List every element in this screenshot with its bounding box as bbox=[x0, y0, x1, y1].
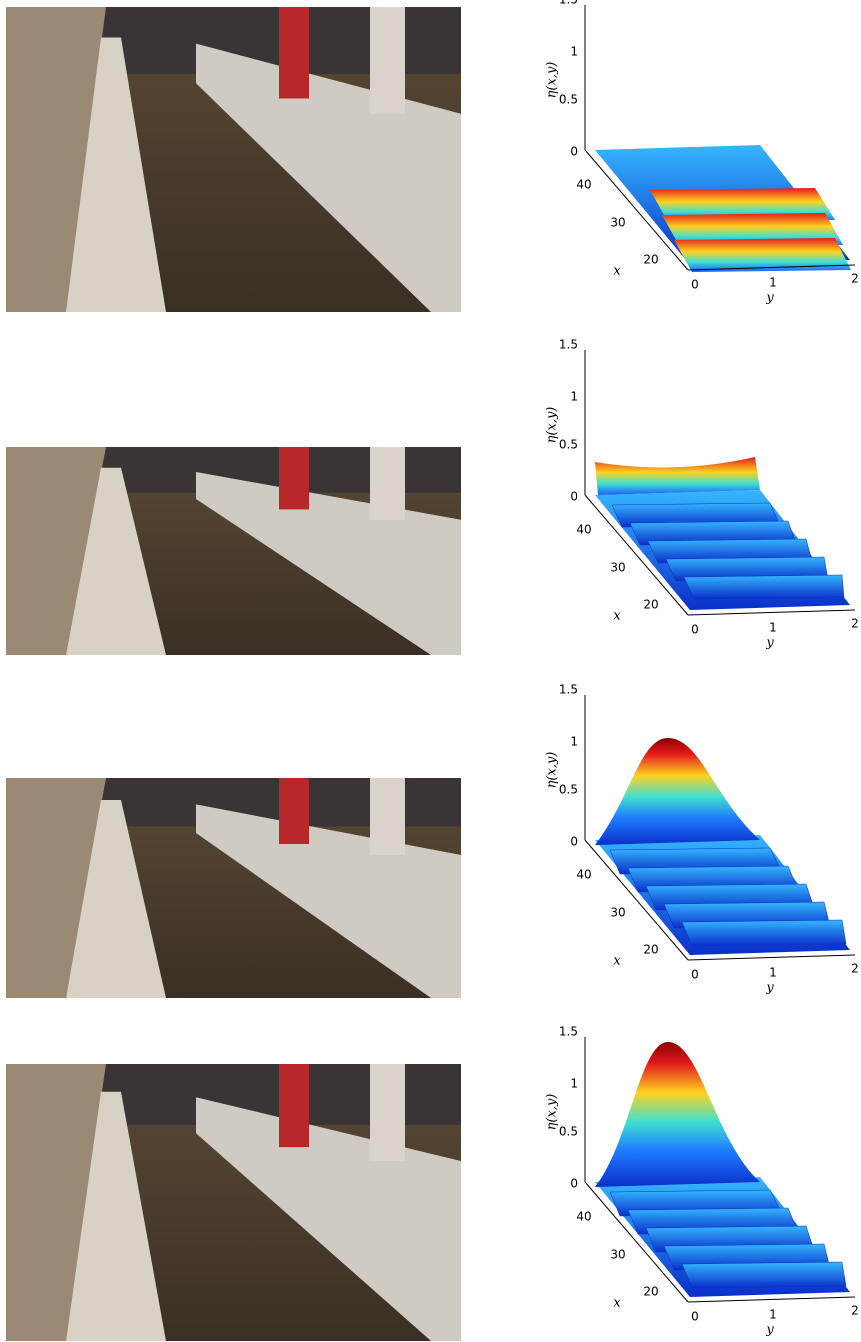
y-tick-label: 0 bbox=[691, 278, 699, 292]
y-tick-label: 0 bbox=[691, 968, 699, 982]
x-tick-label: 40 bbox=[576, 178, 591, 192]
plot: 1.5 1 0.5 0 η(x,y) 40 30 20 x 0 1 2 y bbox=[545, 338, 859, 651]
surface-bell bbox=[595, 1042, 760, 1187]
z-tick-label: 1 bbox=[570, 45, 578, 59]
z-tick-label: 0.5 bbox=[559, 783, 578, 797]
y-tick-label: 0 bbox=[691, 1310, 699, 1324]
x-tick-label: 20 bbox=[643, 598, 658, 612]
photo bbox=[6, 778, 461, 998]
z-tick-label: 1 bbox=[570, 1077, 578, 1091]
plot: 1.5 1 0.5 0 η(x,y) 40 30 20 x 0 1 2 y bbox=[545, 0, 859, 306]
y-tick-label: 2 bbox=[851, 962, 859, 976]
photo bbox=[6, 447, 461, 655]
x-axis-label: x bbox=[613, 609, 621, 624]
x-tick-label: 20 bbox=[643, 943, 658, 957]
x-tick-label: 20 bbox=[643, 253, 658, 267]
plot: 1.5 1 0.5 0 η(x,y) 40 30 20 x 0 1 2 y bbox=[545, 1025, 859, 1338]
y-tick-label: 2 bbox=[851, 617, 859, 631]
x-tick-label: 40 bbox=[576, 1210, 591, 1224]
y-axis bbox=[688, 610, 855, 615]
photo bbox=[6, 1064, 461, 1341]
y-tick-label: 2 bbox=[851, 1304, 859, 1318]
z-tick-label: 0 bbox=[570, 145, 578, 159]
photo-person bbox=[370, 1064, 405, 1161]
y-axis-label: y bbox=[765, 981, 774, 996]
y-tick-label: 2 bbox=[851, 272, 859, 286]
z-tick-label: 1.5 bbox=[559, 0, 578, 7]
plot: 1.5 1 0.5 0 η(x,y) 40 30 20 x 0 1 2 y bbox=[545, 683, 859, 996]
x-tick-label: 40 bbox=[576, 868, 591, 882]
y-axis bbox=[688, 1297, 855, 1302]
z-axis-label: η(x,y) bbox=[545, 752, 560, 789]
x-tick-label: 20 bbox=[643, 1285, 658, 1299]
x-tick-label: 40 bbox=[576, 523, 591, 537]
x-tick-label: 30 bbox=[610, 1248, 625, 1262]
z-tick-label: 1.5 bbox=[559, 338, 578, 352]
z-axis-label: η(x,y) bbox=[545, 1094, 560, 1131]
z-tick-label: 0 bbox=[570, 490, 578, 504]
z-axis-label: η(x,y) bbox=[545, 407, 560, 444]
z-tick-label: 0.5 bbox=[559, 93, 578, 107]
photo bbox=[6, 7, 461, 312]
y-axis bbox=[688, 955, 855, 960]
z-tick-label: 1 bbox=[570, 390, 578, 404]
surface-ridge bbox=[682, 920, 846, 946]
figure: 1.510.50η(x,y)403020x012y1.510.50η(x,y)4… bbox=[0, 0, 861, 1342]
y-tick-label: 1 bbox=[769, 966, 777, 980]
surface-bell bbox=[595, 738, 760, 845]
photo-person bbox=[370, 778, 405, 855]
photo-person bbox=[279, 447, 309, 509]
x-axis-label: x bbox=[613, 264, 621, 279]
y-tick-label: 0 bbox=[691, 623, 699, 637]
photo-person bbox=[279, 7, 309, 99]
surface-crest bbox=[595, 457, 760, 495]
photo-person bbox=[370, 447, 405, 520]
z-tick-label: 1 bbox=[570, 735, 578, 749]
surface-ridge bbox=[674, 238, 851, 272]
z-axis-label: η(x,y) bbox=[545, 62, 560, 99]
photo-person bbox=[370, 7, 405, 114]
y-axis-label: y bbox=[765, 1323, 774, 1338]
surface-ridge bbox=[684, 575, 844, 599]
photo-person bbox=[279, 1064, 309, 1147]
z-tick-label: 1.5 bbox=[559, 683, 578, 697]
x-axis-label: x bbox=[613, 1296, 621, 1311]
z-tick-label: 0.5 bbox=[559, 1125, 578, 1139]
y-axis-label: y bbox=[765, 636, 774, 651]
y-tick-label: 1 bbox=[769, 1308, 777, 1322]
x-axis-label: x bbox=[613, 954, 621, 969]
y-tick-label: 1 bbox=[769, 621, 777, 635]
photo-person bbox=[279, 778, 309, 844]
z-tick-label: 0 bbox=[570, 1177, 578, 1191]
z-tick-label: 0.5 bbox=[559, 438, 578, 452]
y-tick-label: 1 bbox=[769, 276, 777, 290]
x-tick-label: 30 bbox=[610, 561, 625, 575]
surface-ridge bbox=[682, 1262, 846, 1288]
x-tick-label: 30 bbox=[610, 216, 625, 230]
z-tick-label: 0 bbox=[570, 835, 578, 849]
x-tick-label: 30 bbox=[610, 906, 625, 920]
y-axis-label: y bbox=[765, 291, 774, 306]
z-tick-label: 1.5 bbox=[559, 1025, 578, 1039]
